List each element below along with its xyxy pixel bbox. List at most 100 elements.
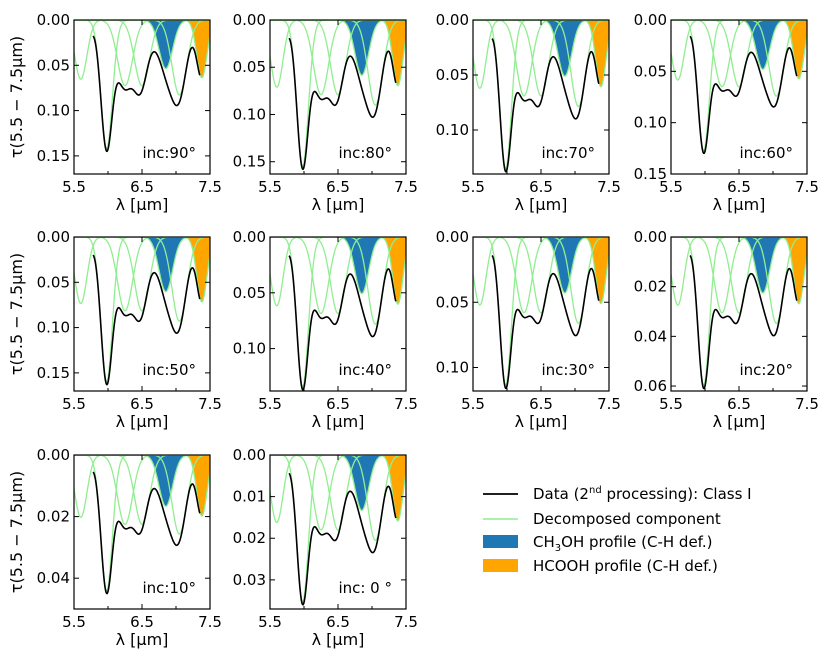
component-c4 — [74, 455, 210, 525]
x-tick-label: 7.5 — [394, 613, 418, 631]
y-tick-label: 0.02 — [634, 278, 667, 296]
inclination-label: inc:90° — [142, 144, 196, 162]
component-c4 — [671, 20, 807, 88]
component-c4 — [270, 237, 406, 315]
x-tick-label: 7.5 — [597, 178, 621, 196]
y-tick-label: 0.05 — [37, 56, 70, 74]
y-tick-label: 0.00 — [37, 446, 70, 464]
x-tick-label: 7.5 — [198, 395, 222, 413]
component-c1 — [270, 20, 406, 88]
component-c1 — [74, 237, 210, 305]
component-ch3oh — [671, 20, 807, 70]
component-hcooh — [74, 455, 210, 517]
y-tick-label: 0.00 — [436, 228, 469, 246]
panel-7: 0.00 0.05 0.10 5.5 6.5 7.5 λ [μm] inc:30° — [436, 228, 621, 431]
ch3oh-profile-fill — [270, 20, 406, 76]
y-tick-label: 0.10 — [436, 121, 469, 139]
y-tick-label: 0.00 — [436, 11, 469, 29]
component-hcooh — [473, 237, 609, 305]
x-tick-label: 7.5 — [198, 178, 222, 196]
panel-9: 0.00 0.02 0.04 5.5 6.5 7.5 λ [μm] τ(5.5 − 7.5μm… — [7, 446, 222, 649]
x-tick-label: 5.5 — [62, 178, 86, 196]
component-ch3oh — [270, 237, 406, 295]
y-tick-label: 0.00 — [233, 11, 266, 29]
x-axis-label: λ [μm] — [713, 412, 766, 431]
y-tick-label: 0.00 — [37, 11, 70, 29]
y-tick-label: 0.15 — [37, 147, 70, 165]
x-axis-label: λ [μm] — [312, 630, 365, 649]
plot-area — [270, 237, 406, 391]
x-tick-label: 6.5 — [130, 395, 154, 413]
panel-10: 0.00 0.01 0.02 0.03 5.5 6.5 7.5 λ [μm] inc: 0 ° — [233, 446, 418, 649]
legend: Data (2nd processing): Class I Decompose… — [483, 485, 752, 575]
legend-ch3oh-swatch — [483, 535, 518, 548]
x-tick-label: 6.5 — [130, 178, 154, 196]
y-tick-label: 0.15 — [37, 364, 70, 382]
x-tick-label: 6.5 — [727, 395, 751, 413]
x-tick-label: 5.5 — [659, 178, 683, 196]
ch3oh-profile-fill — [74, 455, 210, 507]
panel-2: 0.00 0.05 0.10 0.15 5.5 6.5 7.5 λ [μm] inc:80° — [233, 11, 418, 214]
y-tick-label: 0.04 — [634, 327, 667, 345]
x-tick-label: 5.5 — [461, 395, 485, 413]
x-axis-label: λ [μm] — [312, 412, 365, 431]
component-hcooh — [671, 20, 807, 80]
y-tick-label: 0.01 — [233, 488, 266, 506]
plot-area — [74, 455, 210, 595]
y-tick-label: 0.00 — [233, 228, 266, 246]
data-curve — [491, 255, 600, 390]
legend-hcooh-swatch — [483, 559, 518, 572]
x-tick-label: 6.5 — [326, 395, 350, 413]
x-tick-label: 7.5 — [394, 395, 418, 413]
ch3oh-profile-fill — [473, 20, 609, 77]
x-tick-label: 5.5 — [461, 178, 485, 196]
component-hcooh — [671, 237, 807, 305]
data-curve — [288, 255, 397, 391]
component-c1 — [74, 20, 210, 80]
legend-data-label: Data (2nd processing): Class I — [533, 485, 752, 503]
x-tick-label: 5.5 — [258, 395, 282, 413]
inclination-label: inc:40° — [338, 361, 392, 379]
panel-grid: 0.000.050.100.155.5 6.5 7.5λ [μm]τ(5.5 − 7… — [7, 11, 819, 649]
x-axis-label: λ [μm] — [312, 195, 365, 214]
component-c4 — [473, 237, 609, 314]
x-tick-label: 6.5 — [326, 613, 350, 631]
y-axis-label: τ(5.5 − 7.5μm) — [7, 253, 26, 375]
component-c4 — [74, 237, 210, 312]
legend-component-label: Decomposed component — [533, 510, 721, 528]
x-tick-label: 6.5 — [727, 178, 751, 196]
y-tick-label: 0.05 — [436, 66, 469, 84]
panel-5: 0.00 0.05 0.10 0.15 5.5 6.5 7.5 λ [μm] τ(5.5 − 7… — [7, 228, 222, 431]
y-axis-label: τ(5.5 − 7.5μm) — [7, 36, 26, 158]
y-tick-label: 0.02 — [233, 529, 266, 547]
component-c1 — [270, 237, 406, 307]
inclination-label: inc:70° — [541, 144, 595, 162]
x-tick-label: 5.5 — [62, 613, 86, 631]
y-tick-label: 0.05 — [634, 62, 667, 80]
plot-area — [671, 20, 807, 155]
y-tick-label: 0.00 — [37, 228, 70, 246]
panel-6: 0.00 0.05 0.10 5.5 6.5 7.5 λ [μm] inc:40° — [233, 228, 418, 431]
panel-3: 0.00 0.05 0.10 5.5 6.5 7.5 λ [μm] inc:70° — [436, 11, 621, 214]
y-tick-label: 0.04 — [37, 569, 70, 587]
y-tick-label: 0.03 — [233, 571, 266, 589]
x-tick-label: 5.5 — [659, 395, 683, 413]
y-tick-label: 0.02 — [37, 508, 70, 526]
component-ch3oh — [473, 20, 609, 77]
plot-area — [270, 20, 406, 170]
component-hcooh — [270, 20, 406, 87]
y-tick-label: 0.15 — [634, 165, 667, 183]
inclination-label: inc: 0 ° — [338, 579, 392, 597]
x-axis-label: λ [μm] — [515, 412, 568, 431]
x-axis-label: λ [μm] — [713, 195, 766, 214]
plot-area — [74, 20, 210, 153]
component-ch3oh — [270, 20, 406, 76]
x-axis-label: λ [μm] — [515, 195, 568, 214]
component-ch3oh — [74, 20, 210, 70]
ch3oh-profile-fill — [270, 455, 406, 511]
x-tick-label: 5.5 — [258, 178, 282, 196]
x-tick-label: 5.5 — [258, 613, 282, 631]
x-tick-label: 7.5 — [198, 613, 222, 631]
ch3oh-profile-fill — [671, 237, 807, 293]
x-tick-label: 7.5 — [394, 178, 418, 196]
